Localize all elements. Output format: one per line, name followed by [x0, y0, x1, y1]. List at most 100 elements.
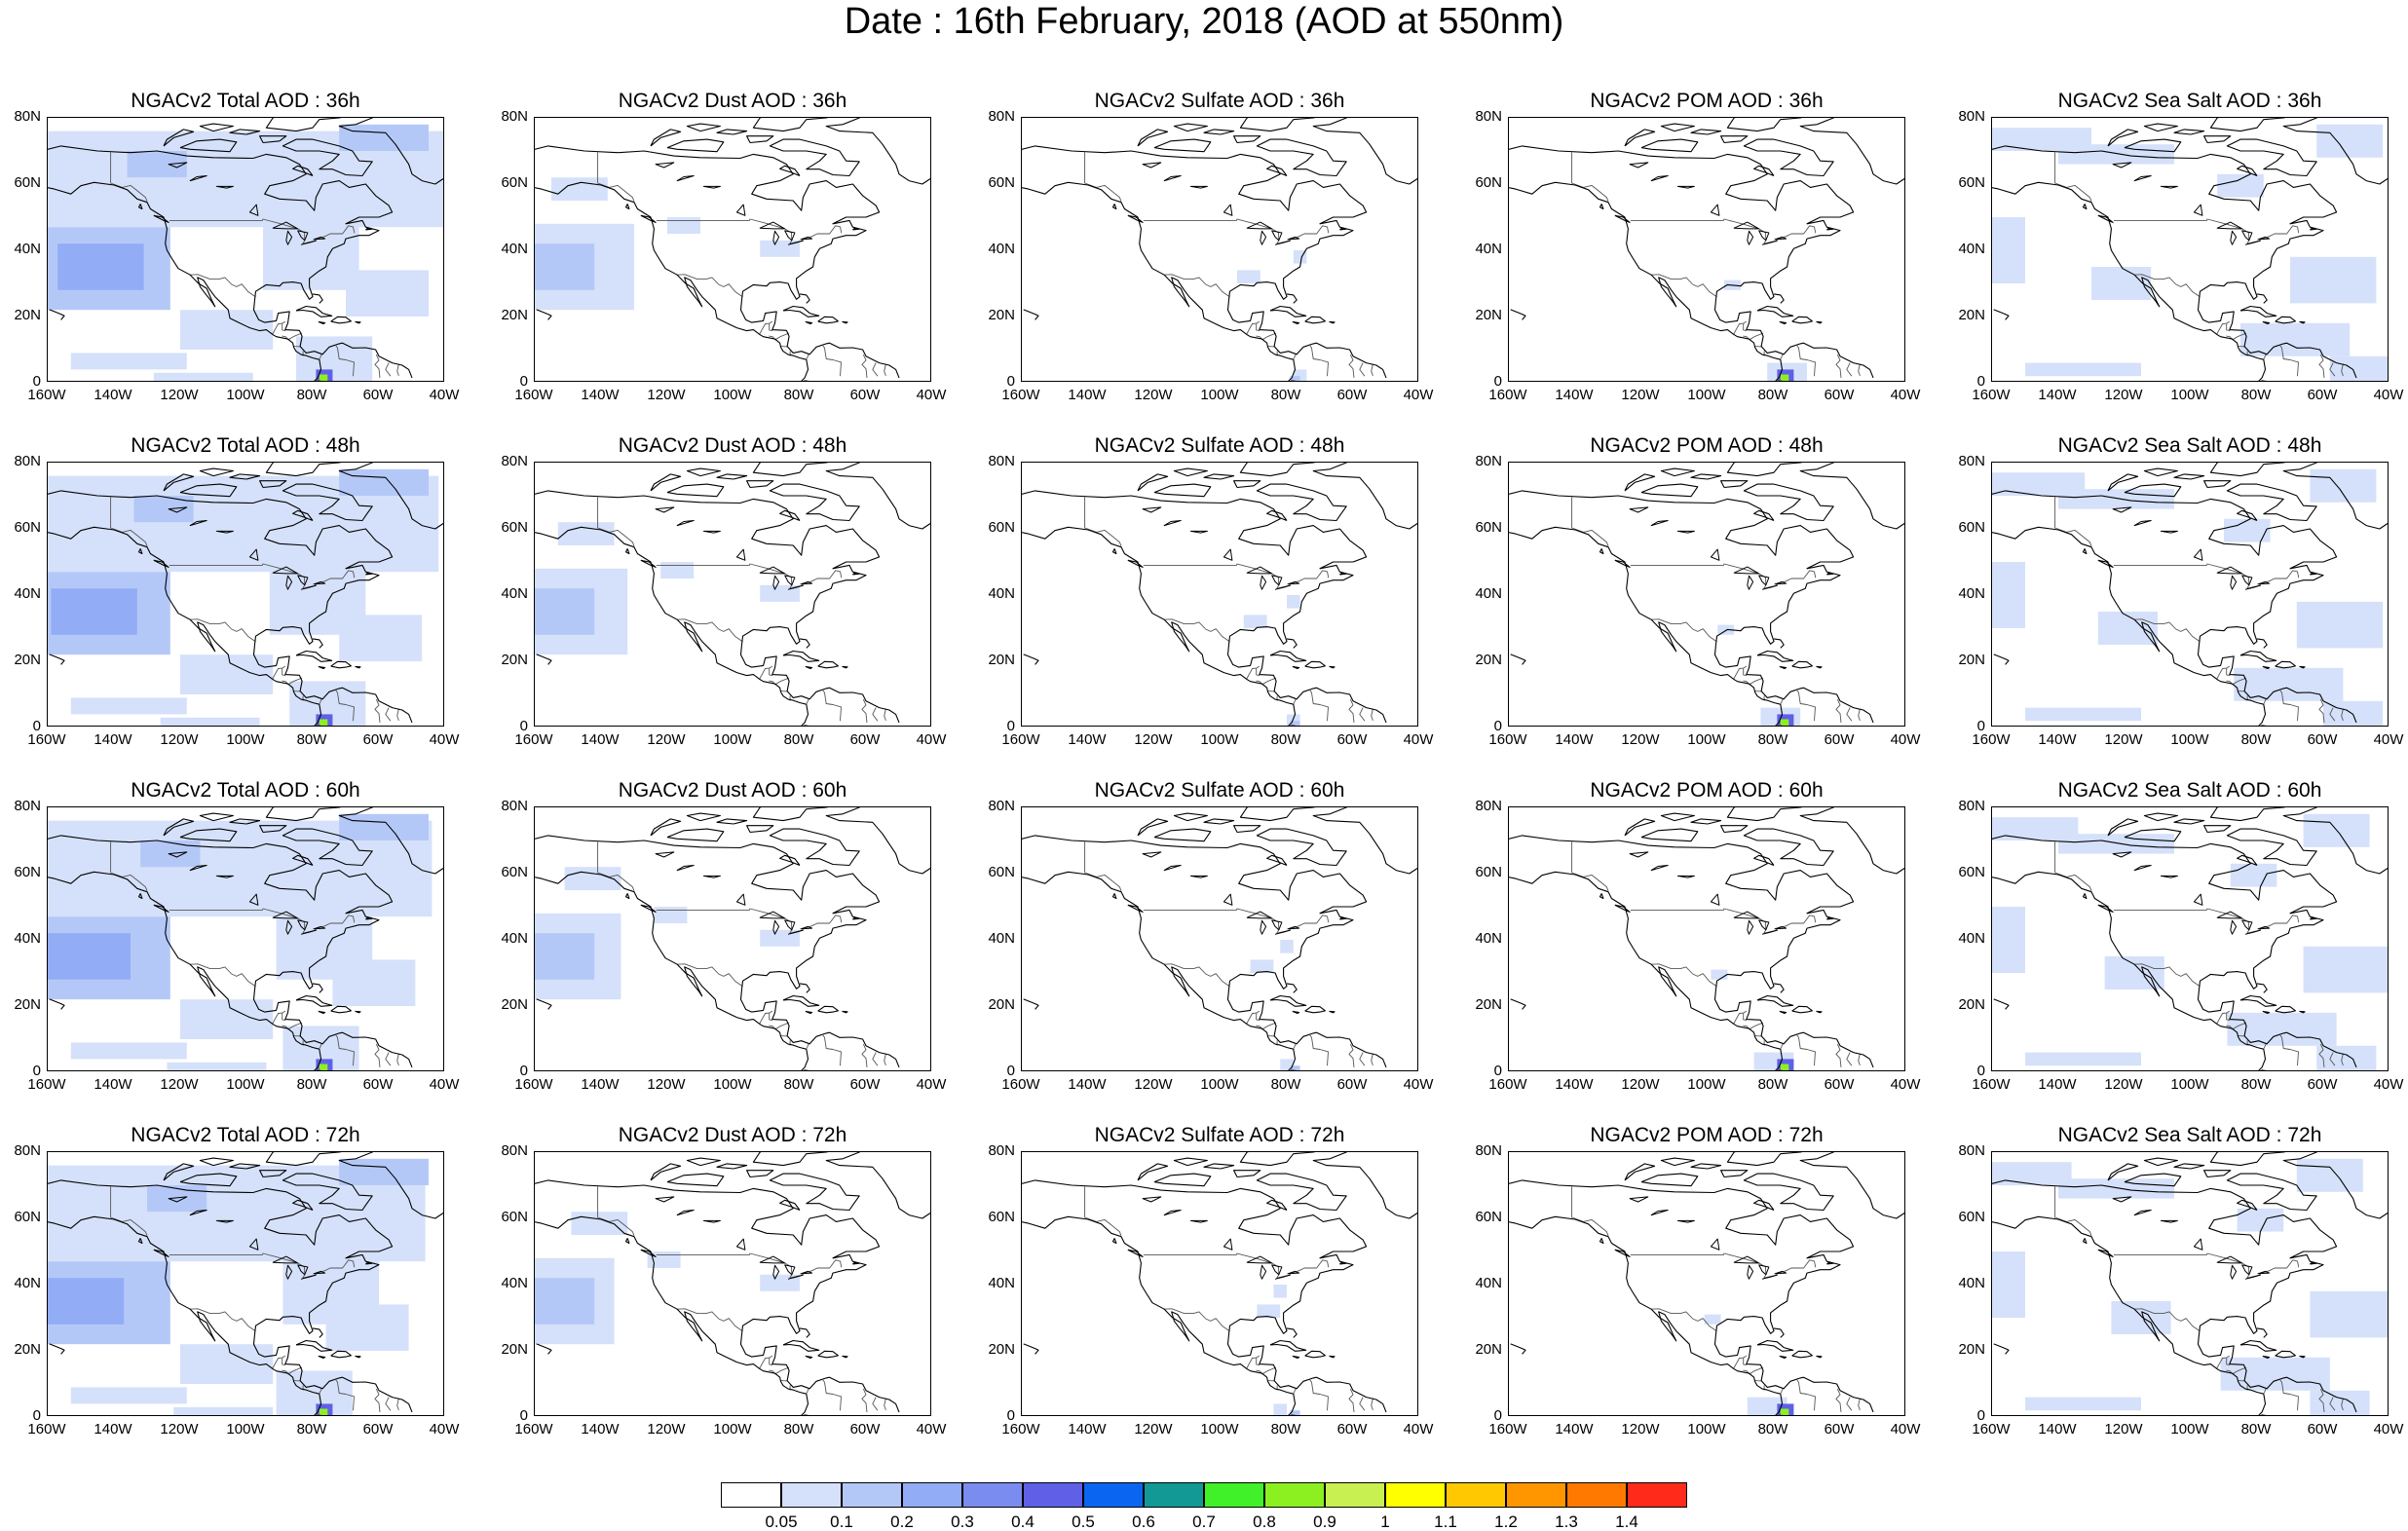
longitude-label: 140W: [1555, 731, 1594, 748]
coastline: [1753, 509, 1775, 522]
political-border: [884, 1053, 886, 1066]
coastline: [1339, 573, 1347, 576]
colorbar-swatch: [1566, 1482, 1627, 1508]
political-border: [272, 665, 286, 680]
longitude-label: 100W: [226, 1421, 265, 1438]
latitude-label: 20N: [1475, 652, 1502, 668]
lake-outline: [655, 851, 675, 858]
coastline: [318, 1010, 326, 1015]
lake-outline: [784, 919, 796, 931]
latitude-label: 60N: [1958, 864, 1985, 880]
longitude-label: 100W: [1687, 1421, 1726, 1438]
coastline: [48, 526, 322, 726]
political-border: [2261, 1413, 2267, 1415]
aod-field-patch: [127, 151, 187, 178]
political-border: [1348, 354, 1355, 378]
political-border: [1796, 1379, 1816, 1411]
political-border: [189, 618, 256, 643]
political-border: [2216, 665, 2231, 680]
coastline: [769, 1173, 860, 1212]
aod-field-patch: [2310, 1290, 2388, 1338]
longitude-label: 160W: [1972, 1076, 2011, 1093]
lake-outline: [1271, 1264, 1283, 1276]
coastline: [769, 138, 860, 177]
aod-field-patch: [2025, 362, 2141, 377]
aod-field-patch: [1290, 1065, 1300, 1070]
lake-outline: [297, 575, 309, 586]
political-border: [319, 1388, 322, 1394]
aod-field-patch: [1717, 624, 1735, 635]
latitude-label: 20N: [988, 1341, 1015, 1358]
coastline: [2203, 135, 2232, 144]
coastline: [2239, 305, 2277, 317]
colorbar-swatch: [1083, 1482, 1144, 1508]
political-border: [1858, 708, 1861, 722]
lake-outline: [1271, 919, 1283, 931]
longitude-label: 100W: [2170, 1421, 2209, 1438]
coastline: [535, 526, 809, 726]
lake-outline: [1676, 185, 1695, 189]
longitude-label: 120W: [2104, 1076, 2143, 1093]
lake-outline: [2244, 584, 2261, 590]
political-border: [1371, 708, 1373, 722]
political-border: [1359, 1052, 1366, 1066]
longitude-label: 80W: [2240, 1076, 2272, 1093]
coastline: [338, 807, 443, 875]
coastline: [137, 204, 143, 210]
coastline: [686, 123, 721, 132]
political-border: [272, 1010, 286, 1025]
political-border: [597, 497, 635, 546]
longitude-label: 160W: [1001, 731, 1040, 748]
lake-outline: [1287, 925, 1300, 930]
latitude-label: 0: [32, 1063, 41, 1079]
lake-outline: [1246, 221, 1273, 230]
lake-outline: [1163, 1210, 1182, 1216]
lake-outline: [300, 240, 317, 245]
coastline: [2173, 473, 2205, 480]
map-panel-dust-72h: NGACv2 Dust AOD : 72h 80N 60N 40N 20N 0 160W 14…: [487, 1124, 974, 1460]
political-border: [1796, 1034, 1816, 1066]
coastline: [2282, 807, 2388, 875]
lake-outline: [787, 240, 804, 245]
latitude-label: 80N: [14, 798, 41, 814]
aod-field-patch: [2097, 612, 2158, 645]
latitude-label: 20N: [1475, 996, 1502, 1013]
coastline: [1816, 665, 1823, 669]
aod-field-patch: [1780, 1064, 1789, 1070]
coastline: [1266, 165, 1288, 177]
political-border: [1309, 690, 1329, 722]
political-border: [769, 323, 773, 332]
longitude-label: 140W: [94, 1076, 132, 1093]
latitude-label: 40N: [14, 241, 41, 257]
longitude-label: 80W: [783, 387, 814, 403]
longitude-label: 40W: [1890, 1421, 1921, 1438]
political-border: [1571, 497, 1609, 546]
latitude-label: 60N: [1475, 864, 1502, 880]
coastline: [1312, 463, 1417, 530]
coastline: [229, 473, 261, 480]
longitude-label: 160W: [27, 1421, 66, 1438]
coastline: [650, 818, 682, 837]
coastline: [1022, 1179, 1387, 1413]
longitude-label: 160W: [1001, 387, 1040, 403]
coastline: [137, 548, 143, 555]
panel-title: NGACv2 Dust AOD : 72h: [618, 1124, 847, 1146]
longitude-label: 140W: [2038, 1076, 2077, 1093]
map-panel-seasalt-48h: NGACv2 Sea Salt AOD : 48h 80N 60N 40N 20N 0 16…: [1944, 434, 2408, 770]
political-border: [2261, 1068, 2267, 1070]
political-border: [374, 354, 381, 378]
map-frame: [1508, 117, 1905, 382]
lake-outline: [248, 1238, 259, 1251]
panel-title: NGACv2 Total AOD : 60h: [131, 779, 360, 802]
coastline: [2124, 483, 2182, 498]
political-border: [759, 1010, 773, 1025]
latitude-label: 0: [1493, 718, 1502, 734]
aod-field-patch: [319, 719, 328, 726]
lake-outline: [1710, 548, 1720, 561]
latitude-label: 60N: [1475, 1209, 1502, 1225]
longitude-label: 80W: [296, 1076, 327, 1093]
lake-outline: [1163, 520, 1182, 527]
colorbar-label: 0.9: [1313, 1512, 1336, 1531]
lake-outline: [1223, 548, 1233, 561]
coastline: [318, 1355, 326, 1360]
